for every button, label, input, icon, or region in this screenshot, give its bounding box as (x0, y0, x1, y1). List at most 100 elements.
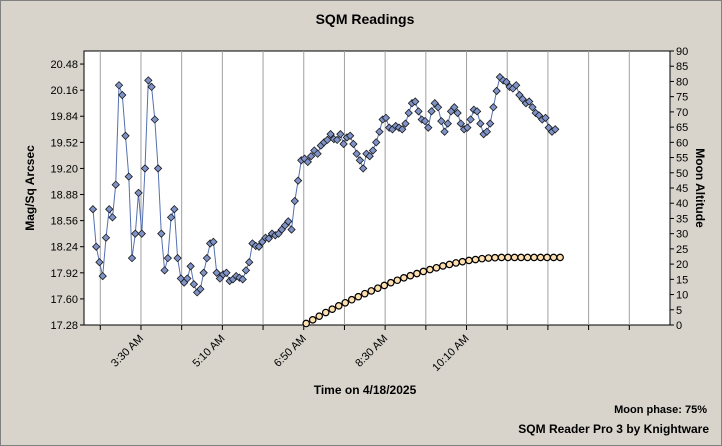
sqm-point (440, 127, 449, 136)
moon-altitude-point (334, 302, 343, 310)
sqm-point (420, 116, 430, 126)
y-right-tick-label: 45 (676, 183, 688, 195)
y-right-tick-label: 50 (676, 168, 688, 180)
sqm-point (352, 149, 361, 158)
y-right-tick-label: 30 (676, 229, 688, 241)
sqm-point (551, 125, 560, 134)
sqm-point (313, 149, 322, 158)
sqm-point (482, 127, 492, 136)
sqm-point (463, 123, 472, 132)
moon-altitude-point (400, 274, 408, 282)
sqm-point (456, 119, 465, 128)
sqm-point (101, 233, 111, 242)
sqm-point (332, 135, 342, 145)
y-left-tick-label: 18.24 (50, 242, 78, 254)
sqm-point (111, 180, 120, 189)
moon-altitude-point (367, 287, 376, 295)
sqm-point (105, 205, 114, 214)
y-left-tick-label: 17.60 (50, 294, 78, 306)
sqm-point (202, 253, 212, 263)
moon-altitude-point (510, 253, 519, 262)
sqm-point (166, 213, 176, 222)
sqm-point (222, 268, 231, 277)
sqm-point (365, 152, 374, 161)
sqm-point (404, 108, 413, 118)
y-right-tick-label: 35 (676, 213, 688, 225)
moon-altitude-point (543, 253, 551, 262)
sqm-point (170, 205, 179, 214)
sqm-point (245, 258, 254, 267)
sqm-point (290, 196, 299, 206)
moon-altitude-point (321, 308, 330, 317)
y-right-tick-label: 60 (676, 137, 688, 149)
sqm-point (173, 253, 182, 263)
y-left-tick-label: 20.16 (50, 85, 78, 97)
moon-altitude-point (374, 284, 382, 292)
moon-altitude-point (458, 257, 467, 266)
y-right-tick-label: 40 (676, 198, 688, 210)
moon-altitude-point (471, 255, 480, 264)
moon-altitude-point (354, 292, 363, 301)
y-right-tick-label: 55 (676, 153, 688, 165)
moon-altitude-point (393, 276, 402, 285)
sqm-point (140, 164, 150, 173)
y-right-tick-label: 65 (676, 122, 688, 134)
moon-altitude-point (530, 253, 538, 262)
y-right-tick-label: 0 (676, 320, 682, 332)
sqm-point (372, 138, 381, 147)
moon-altitude-point (523, 253, 532, 262)
sqm-point (183, 274, 192, 283)
moon-altitude-point (426, 265, 434, 274)
sqm-point (131, 229, 140, 238)
sqm-point (528, 103, 537, 112)
sqm-point (433, 103, 443, 112)
y-left-tick-label: 19.52 (50, 137, 78, 149)
sqm-point (355, 156, 365, 165)
chart-title: SQM Readings (316, 11, 415, 27)
sqm-point (326, 130, 335, 139)
moon-altitude-point (478, 254, 486, 263)
x-tick-label: 5:10 AM (190, 333, 227, 370)
sqm-point (401, 119, 410, 128)
sqm-point (531, 108, 540, 118)
sqm-point (381, 113, 391, 123)
moon-altitude-point (491, 253, 499, 262)
sqm-point (114, 81, 124, 90)
moon-altitude-point (439, 262, 447, 270)
sqm-point (88, 205, 98, 214)
sqm-point (238, 275, 247, 284)
sqm-point (150, 115, 159, 124)
sqm-point (98, 271, 107, 281)
sqm-point (466, 115, 475, 124)
sqm-point (472, 107, 482, 116)
sqm-point (108, 213, 117, 222)
moon-altitude-point (497, 253, 506, 262)
y-left-tick-label: 18.56 (50, 216, 78, 228)
moon-altitude-point (328, 305, 337, 313)
moon-altitude-point (341, 298, 350, 307)
sqm-point (186, 262, 195, 271)
sqm-point (375, 127, 384, 136)
y-right-tick-label: 80 (676, 76, 688, 88)
sqm-point (293, 176, 303, 185)
sqm-point (485, 119, 495, 128)
moon-altitude-point (452, 259, 460, 267)
moon-altitude-point (465, 256, 473, 265)
moon-altitude-point (445, 260, 454, 269)
moon-altitude-point (315, 312, 324, 320)
sqm-point (147, 82, 156, 92)
y-left-tick-label: 17.92 (50, 268, 78, 280)
plot-area (83, 50, 671, 326)
sqm-point (541, 113, 550, 123)
sqm-point (502, 77, 511, 87)
y-left-tick-label: 18.88 (50, 190, 78, 202)
sqm-point (306, 152, 316, 161)
sqm-point (476, 119, 485, 128)
moon-altitude-point (360, 289, 369, 298)
y-right-tick-label: 10 (676, 290, 688, 302)
sqm-point (144, 76, 153, 85)
sqm-point (345, 131, 355, 140)
sqm-point (92, 242, 101, 251)
sqm-point (264, 234, 273, 243)
